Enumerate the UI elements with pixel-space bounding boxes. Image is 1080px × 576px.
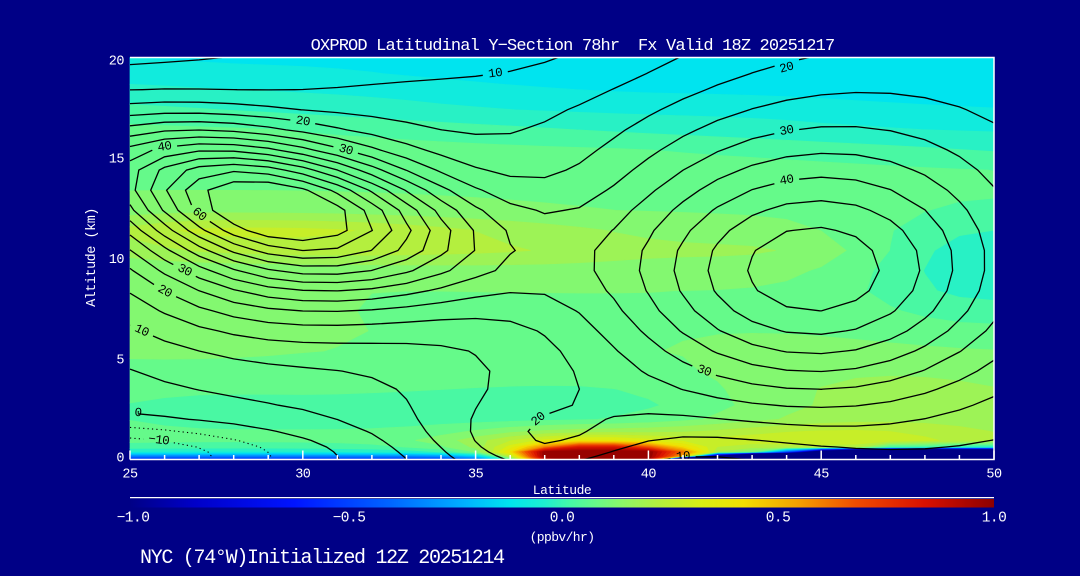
svg-text:Latitude: Latitude <box>533 483 591 498</box>
svg-text:25: 25 <box>122 468 138 483</box>
svg-text:40: 40 <box>778 172 794 188</box>
svg-text:60: 60 <box>189 205 209 225</box>
svg-text:30: 30 <box>175 261 194 280</box>
svg-text:0: 0 <box>116 452 124 467</box>
svg-text:30: 30 <box>695 362 713 380</box>
svg-text:10: 10 <box>109 253 125 268</box>
svg-text:(ppbv/hr): (ppbv/hr) <box>530 530 595 545</box>
svg-text:0.5: 0.5 <box>766 511 791 527</box>
svg-text:50: 50 <box>986 468 1002 483</box>
svg-text:−0.5: −0.5 <box>333 511 366 527</box>
svg-text:5: 5 <box>116 354 124 369</box>
svg-text:30: 30 <box>295 468 311 483</box>
svg-text:10: 10 <box>487 66 503 82</box>
svg-text:20: 20 <box>529 409 549 429</box>
svg-text:20: 20 <box>109 55 125 70</box>
svg-text:35: 35 <box>468 468 484 483</box>
svg-text:40: 40 <box>157 139 173 155</box>
svg-text:0: 0 <box>134 406 142 421</box>
svg-text:15: 15 <box>109 153 125 168</box>
svg-text:30: 30 <box>778 123 794 139</box>
svg-text:1.0: 1.0 <box>982 511 1007 527</box>
svg-text:−1.0: −1.0 <box>117 511 150 527</box>
svg-text:45: 45 <box>814 468 830 483</box>
svg-text:Altitude (km): Altitude (km) <box>85 208 100 307</box>
svg-text:OXPROD Latitudinal Y−Section 7: OXPROD Latitudinal Y−Section 78hr Fx Val… <box>311 37 835 56</box>
svg-text:20: 20 <box>155 282 174 301</box>
svg-text:NYC (74°W)Initialized 12Z 2025: NYC (74°W)Initialized 12Z 20251214 <box>140 547 504 570</box>
svg-text:−10: −10 <box>147 432 170 448</box>
svg-text:40: 40 <box>641 468 657 483</box>
svg-text:20: 20 <box>778 59 795 76</box>
svg-text:30: 30 <box>337 141 354 158</box>
svg-text:0.0: 0.0 <box>550 511 575 527</box>
svg-text:20: 20 <box>295 113 311 129</box>
svg-text:10: 10 <box>132 322 151 341</box>
